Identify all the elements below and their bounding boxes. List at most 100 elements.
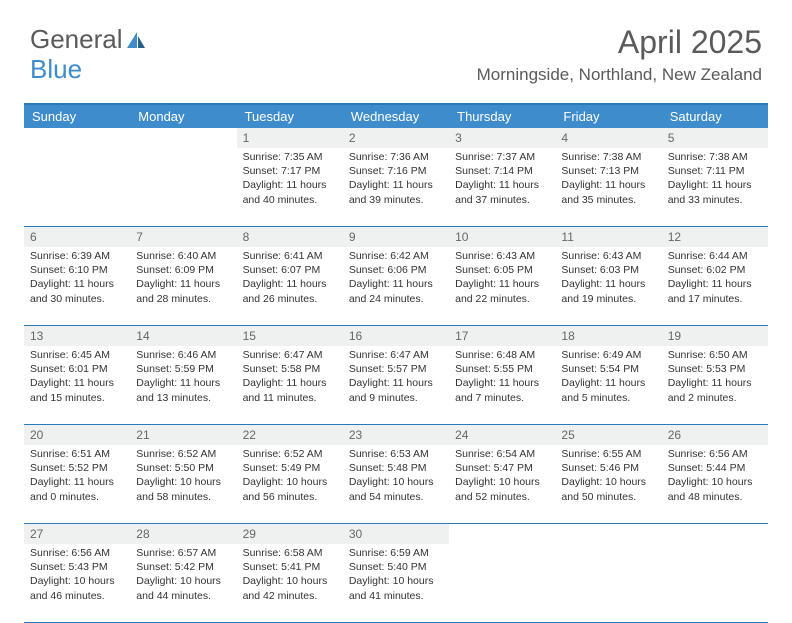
sunrise-line: Sunrise: 6:43 AM	[455, 249, 549, 263]
daylight-line: Daylight: 11 hours and 22 minutes.	[455, 277, 549, 305]
sunrise-line: Sunrise: 6:48 AM	[455, 348, 549, 362]
sunrise-line: Sunrise: 6:44 AM	[668, 249, 762, 263]
day-number: 3	[449, 128, 555, 148]
sunset-line: Sunset: 5:46 PM	[561, 461, 655, 475]
day-cell: Sunrise: 6:55 AMSunset: 5:46 PMDaylight:…	[555, 445, 661, 523]
sunrise-line: Sunrise: 6:58 AM	[243, 546, 337, 560]
sunrise-line: Sunrise: 6:52 AM	[243, 447, 337, 461]
day-cell: Sunrise: 6:51 AMSunset: 5:52 PMDaylight:…	[24, 445, 130, 523]
day-cell: Sunrise: 6:45 AMSunset: 6:01 PMDaylight:…	[24, 346, 130, 424]
week-row: Sunrise: 6:39 AMSunset: 6:10 PM Daylight:…	[24, 247, 768, 326]
sunrise-line: Sunrise: 6:39 AM	[30, 249, 124, 263]
title-block: April 2025 Morningside, Northland, New Z…	[477, 24, 762, 85]
sunset-line: Sunset: 6:03 PM	[561, 263, 655, 277]
sunset-line: Sunset: 5:40 PM	[349, 560, 443, 574]
day-cell: Sunrise: 6:52 AMSunset: 5:50 PMDaylight:…	[130, 445, 236, 523]
day-cell: Sunrise: 6:48 AMSunset: 5:55 PMDaylight:…	[449, 346, 555, 424]
day-cell: Sunrise: 6:42 AMSunset: 6:06 PMDaylight:…	[343, 247, 449, 325]
sunset-line: Sunset: 5:42 PM	[136, 560, 230, 574]
sunrise-line: Sunrise: 6:57 AM	[136, 546, 230, 560]
daynum-row: 12345	[24, 128, 768, 148]
sunset-line: Sunset: 5:48 PM	[349, 461, 443, 475]
day-cell	[24, 148, 130, 226]
daylight-line: Daylight: 11 hours and 33 minutes.	[668, 178, 762, 206]
sunset-line: Sunset: 5:41 PM	[243, 560, 337, 574]
daynum-row: 13141516171819	[24, 326, 768, 346]
day-cell	[130, 148, 236, 226]
day-number	[662, 524, 768, 544]
header: General April 2025 Morningside, Northlan…	[0, 0, 792, 93]
day-cell: Sunrise: 6:47 AMSunset: 5:58 PMDaylight:…	[237, 346, 343, 424]
day-number	[449, 524, 555, 544]
day-header: Monday	[130, 105, 236, 128]
day-cell: Sunrise: 6:44 AMSunset: 6:02 PMDaylight:…	[662, 247, 768, 325]
day-cell: Sunrise: 7:38 AMSunset: 7:11 PMDaylight:…	[662, 148, 768, 226]
sunset-line: Sunset: 6:10 PM	[30, 263, 124, 277]
sunset-line: Sunset: 6:09 PM	[136, 263, 230, 277]
day-header: Saturday	[662, 105, 768, 128]
day-number	[24, 128, 130, 148]
day-cell: Sunrise: 6:49 AMSunset: 5:54 PMDaylight:…	[555, 346, 661, 424]
day-cell: Sunrise: 6:39 AMSunset: 6:10 PMDaylight:…	[24, 247, 130, 325]
sunset-line: Sunset: 5:57 PM	[349, 362, 443, 376]
day-number: 10	[449, 227, 555, 247]
logo-text-2: Blue	[30, 54, 82, 85]
calendar: SundayMondayTuesdayWednesdayThursdayFrid…	[24, 103, 768, 623]
day-number: 30	[343, 524, 449, 544]
sunset-line: Sunset: 5:59 PM	[136, 362, 230, 376]
sunset-line: Sunset: 6:01 PM	[30, 362, 124, 376]
day-cell: Sunrise: 6:40 AMSunset: 6:09 PMDaylight:…	[130, 247, 236, 325]
sunset-line: Sunset: 5:44 PM	[668, 461, 762, 475]
sunset-line: Sunset: 7:17 PM	[243, 164, 337, 178]
month-title: April 2025	[477, 24, 762, 61]
sunset-line: Sunset: 7:13 PM	[561, 164, 655, 178]
daylight-line: Daylight: 11 hours and 2 minutes.	[668, 376, 762, 404]
day-number: 5	[662, 128, 768, 148]
sunset-line: Sunset: 5:50 PM	[136, 461, 230, 475]
sunset-line: Sunset: 5:43 PM	[30, 560, 124, 574]
day-number: 27	[24, 524, 130, 544]
day-cell: Sunrise: 6:57 AMSunset: 5:42 PMDaylight:…	[130, 544, 236, 622]
daylight-line: Daylight: 10 hours and 54 minutes.	[349, 475, 443, 503]
location: Morningside, Northland, New Zealand	[477, 65, 762, 85]
daylight-line: Daylight: 10 hours and 52 minutes.	[455, 475, 549, 503]
day-number: 25	[555, 425, 661, 445]
sunset-line: Sunset: 5:49 PM	[243, 461, 337, 475]
day-number: 7	[130, 227, 236, 247]
logo: General	[30, 24, 147, 55]
sunrise-line: Sunrise: 6:49 AM	[561, 348, 655, 362]
sunrise-line: Sunrise: 6:53 AM	[349, 447, 443, 461]
day-cell: Sunrise: 6:41 AMSunset: 6:07 PMDaylight:…	[237, 247, 343, 325]
sunset-line: Sunset: 5:54 PM	[561, 362, 655, 376]
sunset-line: Sunset: 7:11 PM	[668, 164, 762, 178]
day-number: 18	[555, 326, 661, 346]
day-cell: Sunrise: 6:58 AMSunset: 5:41 PMDaylight:…	[237, 544, 343, 622]
daylight-line: Daylight: 11 hours and 0 minutes.	[30, 475, 124, 503]
day-cell: Sunrise: 6:56 AMSunset: 5:43 PMDaylight:…	[24, 544, 130, 622]
logo-sail-icon	[125, 30, 147, 50]
sunset-line: Sunset: 7:16 PM	[349, 164, 443, 178]
daylight-line: Daylight: 10 hours and 42 minutes.	[243, 574, 337, 602]
sunset-line: Sunset: 5:53 PM	[668, 362, 762, 376]
day-number: 6	[24, 227, 130, 247]
sunrise-line: Sunrise: 6:56 AM	[668, 447, 762, 461]
sunrise-line: Sunrise: 6:47 AM	[349, 348, 443, 362]
daylight-line: Daylight: 11 hours and 7 minutes.	[455, 376, 549, 404]
sunrise-line: Sunrise: 6:51 AM	[30, 447, 124, 461]
daylight-line: Daylight: 11 hours and 28 minutes.	[136, 277, 230, 305]
daylight-line: Daylight: 11 hours and 24 minutes.	[349, 277, 443, 305]
sunset-line: Sunset: 6:05 PM	[455, 263, 549, 277]
sunrise-line: Sunrise: 6:43 AM	[561, 249, 655, 263]
day-cell	[555, 544, 661, 622]
sunrise-line: Sunrise: 7:35 AM	[243, 150, 337, 164]
sunset-line: Sunset: 6:02 PM	[668, 263, 762, 277]
day-header: Thursday	[449, 105, 555, 128]
sunrise-line: Sunrise: 6:54 AM	[455, 447, 549, 461]
day-number: 28	[130, 524, 236, 544]
sunrise-line: Sunrise: 6:56 AM	[30, 546, 124, 560]
day-number	[130, 128, 236, 148]
day-cell: Sunrise: 6:56 AMSunset: 5:44 PMDaylight:…	[662, 445, 768, 523]
day-number: 16	[343, 326, 449, 346]
day-number: 2	[343, 128, 449, 148]
week-row: Sunrise: 6:45 AMSunset: 6:01 PMDaylight:…	[24, 346, 768, 425]
